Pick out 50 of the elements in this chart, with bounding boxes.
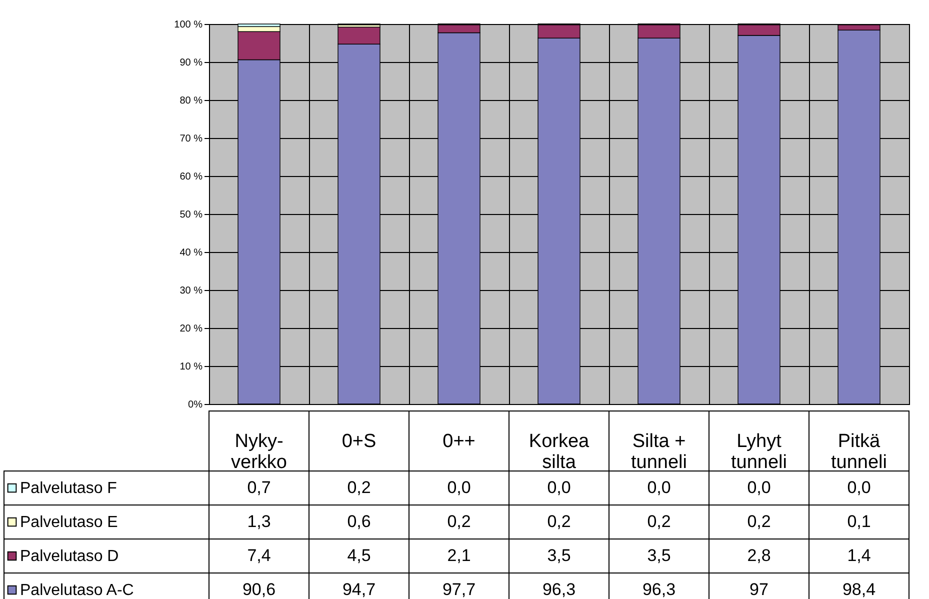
y-tick-label: 80 % <box>180 96 203 106</box>
data-label: 0,2 <box>347 478 371 497</box>
data-label: 4,5 <box>347 546 371 565</box>
data-label: 7,4 <box>247 546 271 565</box>
data-label: 0,6 <box>347 512 371 531</box>
data-label: 0,7 <box>247 478 271 497</box>
data-label: 97 <box>750 580 768 599</box>
y-tick-label: 100 % <box>174 20 203 30</box>
data-label: 0,1 <box>847 512 871 531</box>
legend-label: Palvelutaso D <box>20 548 119 565</box>
data-label: 0,0 <box>747 478 771 497</box>
data-label: 97,7 <box>442 580 476 599</box>
x-tick-label: 0++ <box>442 431 476 452</box>
legend-label: Palvelutaso A-C <box>20 582 134 599</box>
data-label: 0,0 <box>647 478 671 497</box>
data-label: 0,0 <box>447 478 471 497</box>
data-label: 0,2 <box>547 512 571 531</box>
data-label: 94,7 <box>342 580 376 599</box>
data-label: 0,0 <box>547 478 571 497</box>
data-label: 0,2 <box>447 512 471 531</box>
y-tick-label: 70 % <box>180 134 203 144</box>
data-label: 0,2 <box>747 512 771 531</box>
legend-label: Palvelutaso F <box>20 480 118 497</box>
x-tick-label: Pitkä tunneli <box>831 431 887 473</box>
y-tick-label: 60 % <box>180 172 203 182</box>
y-tick-label: 50 % <box>180 210 203 220</box>
data-label: 2,1 <box>447 546 471 565</box>
y-tick-label: 20 % <box>180 324 203 334</box>
data-label: 3,5 <box>547 546 571 565</box>
data-label: 96,3 <box>642 580 676 599</box>
x-tick-label: Silta + tunneli <box>631 431 687 473</box>
data-label: 0,0 <box>847 478 871 497</box>
y-tick-label: 10 % <box>180 362 203 372</box>
data-label: 0,2 <box>647 512 671 531</box>
x-tick-label: Lyhyt tunneli <box>731 431 787 473</box>
data-label: 2,8 <box>747 546 771 565</box>
data-label: 98,4 <box>842 580 876 599</box>
x-tick-label: 0+S <box>342 431 376 452</box>
x-tick-label: Nyky-verkko <box>231 431 287 473</box>
data-label: 1,3 <box>247 512 271 531</box>
x-tick-label: Korkea silta <box>528 431 590 473</box>
y-tick-label: 0% <box>188 400 203 410</box>
data-label: 96,3 <box>542 580 576 599</box>
data-label: 90,6 <box>242 580 276 599</box>
y-tick-label: 40 % <box>180 248 203 258</box>
data-label: 3,5 <box>647 546 671 565</box>
y-tick-label: 30 % <box>180 286 203 296</box>
legend-label: Palvelutaso E <box>20 514 118 531</box>
data-label: 1,4 <box>847 546 871 565</box>
y-tick-label: 90 % <box>180 58 203 68</box>
